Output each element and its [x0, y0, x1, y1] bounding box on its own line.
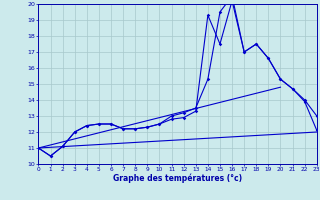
- X-axis label: Graphe des températures (°c): Graphe des températures (°c): [113, 174, 242, 183]
